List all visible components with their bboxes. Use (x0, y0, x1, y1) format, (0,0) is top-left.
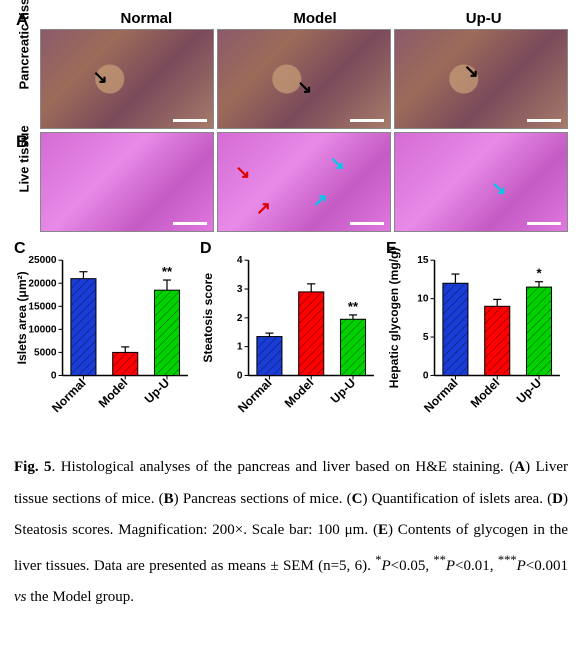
svg-text:Islets area (μm²): Islets area (μm²) (15, 271, 29, 364)
caption-lead: Fig. 5 (14, 459, 52, 475)
liver-upu-image: ↘ (394, 132, 568, 232)
panel-a-row: Pancreatic tissue ↘ ↘ ↘ (14, 29, 568, 129)
col-header-model: Model (231, 10, 400, 27)
panel-letter-e: E (386, 240, 397, 258)
panel-a-side-label: Pancreatic tissue (17, 69, 32, 89)
histology-panels: A Normal Model Up-U Pancreatic tissue ↘ … (14, 10, 568, 232)
figure-5: A Normal Model Up-U Pancreatic tissue ↘ … (0, 0, 582, 624)
svg-text:Normal: Normal (49, 376, 88, 415)
svg-text:Model: Model (282, 376, 317, 411)
arrow-icon: ↗ (313, 190, 328, 211)
svg-text:10: 10 (417, 294, 429, 305)
arrow-icon: ↘ (491, 178, 506, 199)
col-header-upu: Up-U (399, 10, 568, 27)
arrow-icon: ↘ (235, 162, 250, 183)
panel-b-side-label: Live tissue (17, 172, 32, 192)
svg-text:5000: 5000 (34, 347, 57, 358)
svg-text:Steatosis score: Steatosis score (201, 273, 215, 363)
chart-c: C 0 5000 10000 15000 20000 25000 Islets area (… (14, 242, 196, 434)
svg-text:Model: Model (468, 376, 503, 411)
svg-text:Normal: Normal (421, 376, 460, 415)
liver-model-image: ↘ ↗ ↘ ↗ (217, 132, 391, 232)
arrow-icon: ↘ (93, 67, 108, 88)
svg-text:Model: Model (96, 376, 131, 411)
svg-text:15: 15 (417, 255, 429, 266)
pancreatic-model-image: ↘ (217, 29, 391, 129)
svg-text:Up-U: Up-U (142, 376, 173, 407)
figure-caption: Fig. 5. Histological analyses of the pan… (14, 452, 568, 614)
svg-text:1: 1 (237, 342, 243, 353)
svg-text:15000: 15000 (28, 301, 56, 312)
svg-text:2: 2 (237, 313, 243, 324)
arrow-icon: ↗ (256, 198, 271, 219)
svg-text:4: 4 (237, 255, 243, 266)
scale-bar (173, 119, 207, 122)
svg-text:10000: 10000 (28, 324, 56, 335)
svg-text:0: 0 (237, 370, 243, 381)
svg-text:0: 0 (423, 370, 429, 381)
svg-text:*: * (536, 266, 542, 281)
svg-text:Up-U: Up-U (514, 376, 545, 407)
arrow-icon: ↘ (297, 77, 312, 98)
scale-bar (350, 119, 384, 122)
scale-bar (527, 119, 561, 122)
svg-text:3: 3 (237, 284, 243, 295)
pancreatic-upu-image: ↘ (394, 29, 568, 129)
arrow-icon: ↘ (464, 61, 479, 82)
svg-text:Hepatic glycogen (mg/g): Hepatic glycogen (mg/g) (387, 247, 401, 388)
svg-text:25000: 25000 (28, 255, 56, 266)
panel-letter-d: D (200, 240, 212, 258)
scale-bar (173, 222, 207, 225)
panel-b-row: Live tissue ↘ ↗ ↘ ↗ ↘ (14, 132, 568, 232)
svg-text:0: 0 (51, 370, 57, 381)
svg-text:Normal: Normal (235, 376, 274, 415)
chart-d: D 0 1 2 3 4 Steatosis score NormalModel ** Up-U (200, 242, 382, 434)
pancreatic-normal-image: ↘ (40, 29, 214, 129)
column-header-row: Normal Model Up-U (62, 10, 568, 27)
liver-normal-image (40, 132, 214, 232)
svg-text:20000: 20000 (28, 278, 56, 289)
svg-text:5: 5 (423, 332, 429, 343)
scale-bar (350, 222, 384, 225)
scale-bar (527, 222, 561, 225)
arrow-icon: ↘ (330, 153, 345, 174)
svg-text:Up-U: Up-U (328, 376, 359, 407)
panel-letter-c: C (14, 240, 26, 258)
svg-text:**: ** (162, 264, 173, 279)
bar-charts-row: C 0 5000 10000 15000 20000 25000 Islets area (… (14, 242, 568, 434)
chart-e: E 0 5 10 15 Hepatic glycogen (mg/g) NormalMod… (386, 242, 568, 434)
svg-text:**: ** (348, 299, 359, 314)
col-header-normal: Normal (62, 10, 231, 27)
